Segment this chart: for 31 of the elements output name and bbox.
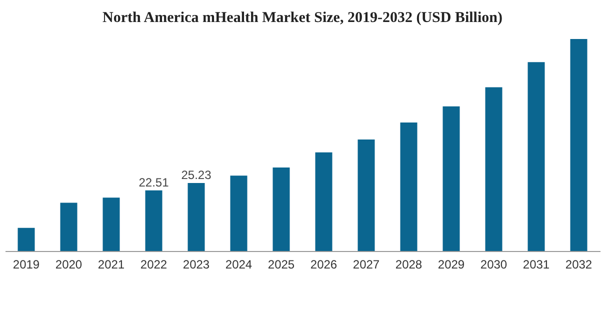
bar bbox=[145, 190, 162, 251]
data-label: 22.51 bbox=[138, 175, 170, 190]
bar bbox=[485, 87, 502, 251]
bar bbox=[102, 198, 120, 251]
bar bbox=[272, 167, 290, 251]
bar bbox=[60, 202, 78, 251]
bar bbox=[528, 62, 545, 251]
x-tick-label: 2030 bbox=[480, 258, 508, 272]
x-tick-label: 2025 bbox=[268, 258, 295, 272]
x-tick-label: 2021 bbox=[98, 258, 125, 272]
x-tick-label: 2027 bbox=[352, 258, 380, 272]
x-tick-label: 2020 bbox=[55, 258, 82, 272]
x-tick-label: 2022 bbox=[140, 258, 168, 272]
bar bbox=[188, 183, 205, 251]
x-tick-label: 2028 bbox=[395, 258, 422, 272]
x-tick-label: 2029 bbox=[438, 258, 465, 272]
x-tick-label: 2032 bbox=[565, 258, 592, 272]
bar bbox=[442, 106, 460, 251]
bar bbox=[230, 176, 248, 251]
x-tick-label: 2031 bbox=[522, 258, 550, 272]
chart-title: North America mHealth Market Size, 2019-2032 (USD Billion) bbox=[102, 10, 502, 26]
x-tick-label: 2026 bbox=[310, 258, 338, 272]
data-label: 25.23 bbox=[181, 168, 212, 182]
bar bbox=[18, 228, 35, 251]
bar bbox=[358, 139, 375, 251]
bar bbox=[400, 122, 418, 251]
bar bbox=[570, 39, 588, 251]
x-tick-label: 2024 bbox=[225, 258, 252, 272]
x-tick-label: 2023 bbox=[182, 258, 210, 272]
x-tick-label: 2019 bbox=[12, 258, 40, 272]
bar bbox=[315, 152, 332, 251]
